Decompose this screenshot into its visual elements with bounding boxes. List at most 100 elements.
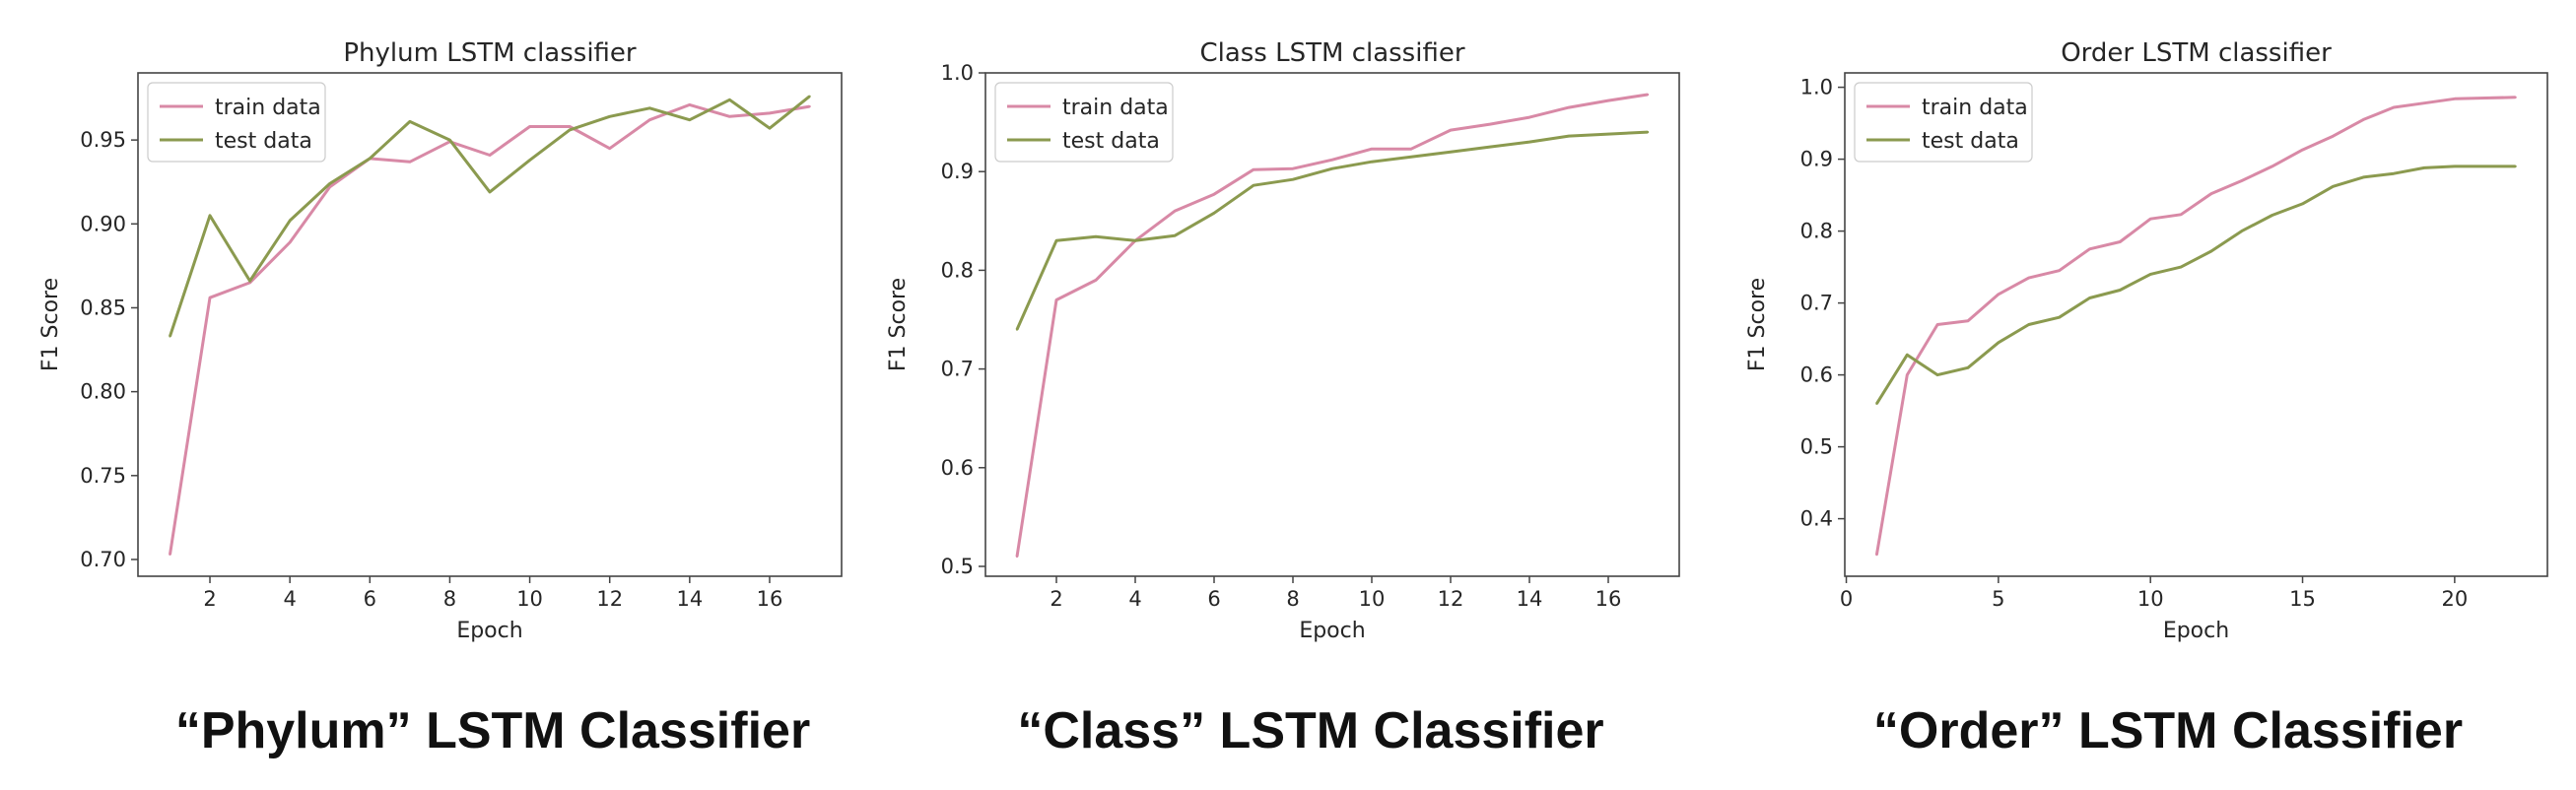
class-chart-title: Class LSTM classifier: [1199, 38, 1464, 68]
order-legend: [1854, 82, 2033, 163]
phylum-series-train-point: [408, 161, 412, 164]
order-x-tick-label: 10: [2137, 587, 2164, 611]
class-series-train-point: [1212, 193, 1216, 196]
phylum-legend: [147, 82, 326, 163]
order-series-train-point: [2209, 192, 2213, 195]
phylum-series-train-point: [648, 118, 651, 121]
phylum-x-tick-label: 6: [364, 587, 376, 611]
class-series-train-point: [1370, 147, 1374, 151]
phylum-y-tick-label: 0.90: [80, 212, 126, 235]
order-series-train-point: [2088, 247, 2091, 251]
class-series-train-point: [1291, 166, 1295, 170]
order-series-train-point: [1906, 373, 1909, 376]
phylum-legend-label: train data: [215, 96, 321, 120]
class-series-train-point: [1606, 99, 1610, 102]
caption-phylum: “Phylum” LSTM Classifier: [174, 702, 811, 759]
class-series-test-point: [1409, 155, 1413, 159]
class-series-train-point: [1173, 210, 1177, 213]
class-series-test-point: [1527, 140, 1531, 144]
order-series-test-point: [2301, 202, 2304, 206]
order-legend-label: train data: [1922, 96, 2028, 120]
caption-order: “Order” LSTM Classifier: [1872, 702, 2464, 759]
order-y-tick-label: 0.4: [1800, 507, 1833, 531]
order-chart-title: Order LSTM classifier: [2061, 38, 2332, 68]
phylum-series-test-point: [528, 159, 531, 162]
order-series-test-point: [2119, 289, 2122, 292]
phylum-series-test-point: [208, 214, 212, 217]
order-series-test-point: [1875, 402, 1878, 405]
order-series-test-point: [2271, 214, 2273, 217]
phylum-plot-frame: [137, 72, 843, 577]
class-x-tick-label: 10: [1359, 587, 1386, 611]
phylum-x-tick-label: 2: [203, 587, 216, 611]
class-series-test-point: [1015, 328, 1019, 331]
class-y-tick-label: 0.8: [941, 258, 974, 282]
order-series-train-point: [2422, 101, 2426, 104]
phylum-series-test-point: [448, 138, 451, 142]
order-series-test-point: [2149, 273, 2152, 276]
order-y-tick-label: 0.6: [1800, 363, 1833, 387]
class-plot-frame: [984, 72, 1680, 577]
phylum-series-train-point: [768, 111, 772, 115]
order-series-train-point: [2058, 269, 2061, 272]
phylum-series-test-point: [608, 115, 611, 118]
class-series-test-point: [1488, 145, 1492, 149]
class-series-train-point: [1094, 279, 1098, 282]
order-series-train-point: [2332, 135, 2335, 138]
class-legend-label: test data: [1062, 129, 1160, 154]
class-series-test-point: [1370, 160, 1374, 164]
class-series-train-point: [1409, 147, 1413, 151]
phylum-chart-title: Phylum LSTM classifier: [343, 38, 637, 68]
order-x-tick-label: 20: [2441, 587, 2468, 611]
class-chart: Class LSTM classifier 2 4 6 8 10 12 14 16 0.5 0.6 0…: [886, 38, 1680, 643]
order-series-train-point: [2301, 148, 2304, 152]
class-series-train-point: [1252, 167, 1255, 171]
order-series-test-point: [2483, 165, 2486, 168]
class-x-axis-label: Epoch: [1299, 619, 1365, 643]
class-series-test-point: [1212, 212, 1216, 215]
order-y-tick-label: 0.7: [1800, 292, 1833, 315]
order-legend-label: test data: [1922, 129, 2019, 154]
phylum-series-test-point: [169, 335, 171, 338]
phylum-x-tick-label: 14: [676, 587, 703, 611]
class-series-train-point: [1449, 128, 1453, 132]
order-series-train-point: [1997, 293, 2000, 296]
order-y-tick-label: 0.9: [1800, 148, 1833, 171]
order-series-test-point: [2392, 172, 2396, 175]
order-y-tick-label: 1.0: [1800, 76, 1833, 99]
order-y-tick-label: 0.8: [1800, 220, 1833, 243]
order-chart: Order LSTM classifier 0 5 10 15 20 0.4 0.5 0.6 0.…: [1745, 38, 2548, 643]
phylum-y-tick-label: 0.80: [80, 380, 126, 404]
order-series-train-point: [2179, 213, 2183, 217]
phylum-series-train-point: [528, 125, 531, 128]
order-series-train-line: [1874, 96, 2516, 556]
order-x-tick-label: 15: [2289, 587, 2316, 611]
phylum-series-train-point: [808, 104, 811, 108]
phylum-series-train-point: [688, 103, 692, 106]
class-x-tick-label: 6: [1207, 587, 1220, 611]
phylum-series-test-point: [728, 99, 731, 101]
order-series-train-point: [2271, 165, 2273, 168]
class-series-test-point: [1449, 150, 1453, 154]
phylum-series-test-point: [248, 280, 251, 283]
class-y-tick-label: 0.6: [941, 456, 974, 480]
class-series-test-point: [1567, 134, 1571, 138]
phylum-series-train-point: [728, 115, 731, 118]
phylum-series-train-point: [208, 296, 212, 299]
phylum-series-train-point: [169, 553, 171, 557]
phylum-series-train-point: [568, 125, 572, 128]
phylum-series-test-point: [369, 157, 372, 161]
class-x-tick-label: 12: [1438, 587, 1464, 611]
class-y-tick-label: 0.7: [941, 358, 974, 381]
order-series-train-point: [2483, 97, 2486, 99]
phylum-series-train-point: [488, 154, 492, 157]
order-x-tick-label: 0: [1840, 587, 1853, 611]
phylum-x-tick-label: 12: [596, 587, 623, 611]
order-series-test-point: [1966, 366, 1970, 369]
order-x-tick-label: 5: [1992, 587, 2004, 611]
class-series-train-point: [1015, 555, 1019, 559]
order-series-test-point: [2332, 185, 2335, 188]
phylum-series-test-point: [648, 106, 651, 109]
class-x-tick-label: 14: [1517, 587, 1543, 611]
